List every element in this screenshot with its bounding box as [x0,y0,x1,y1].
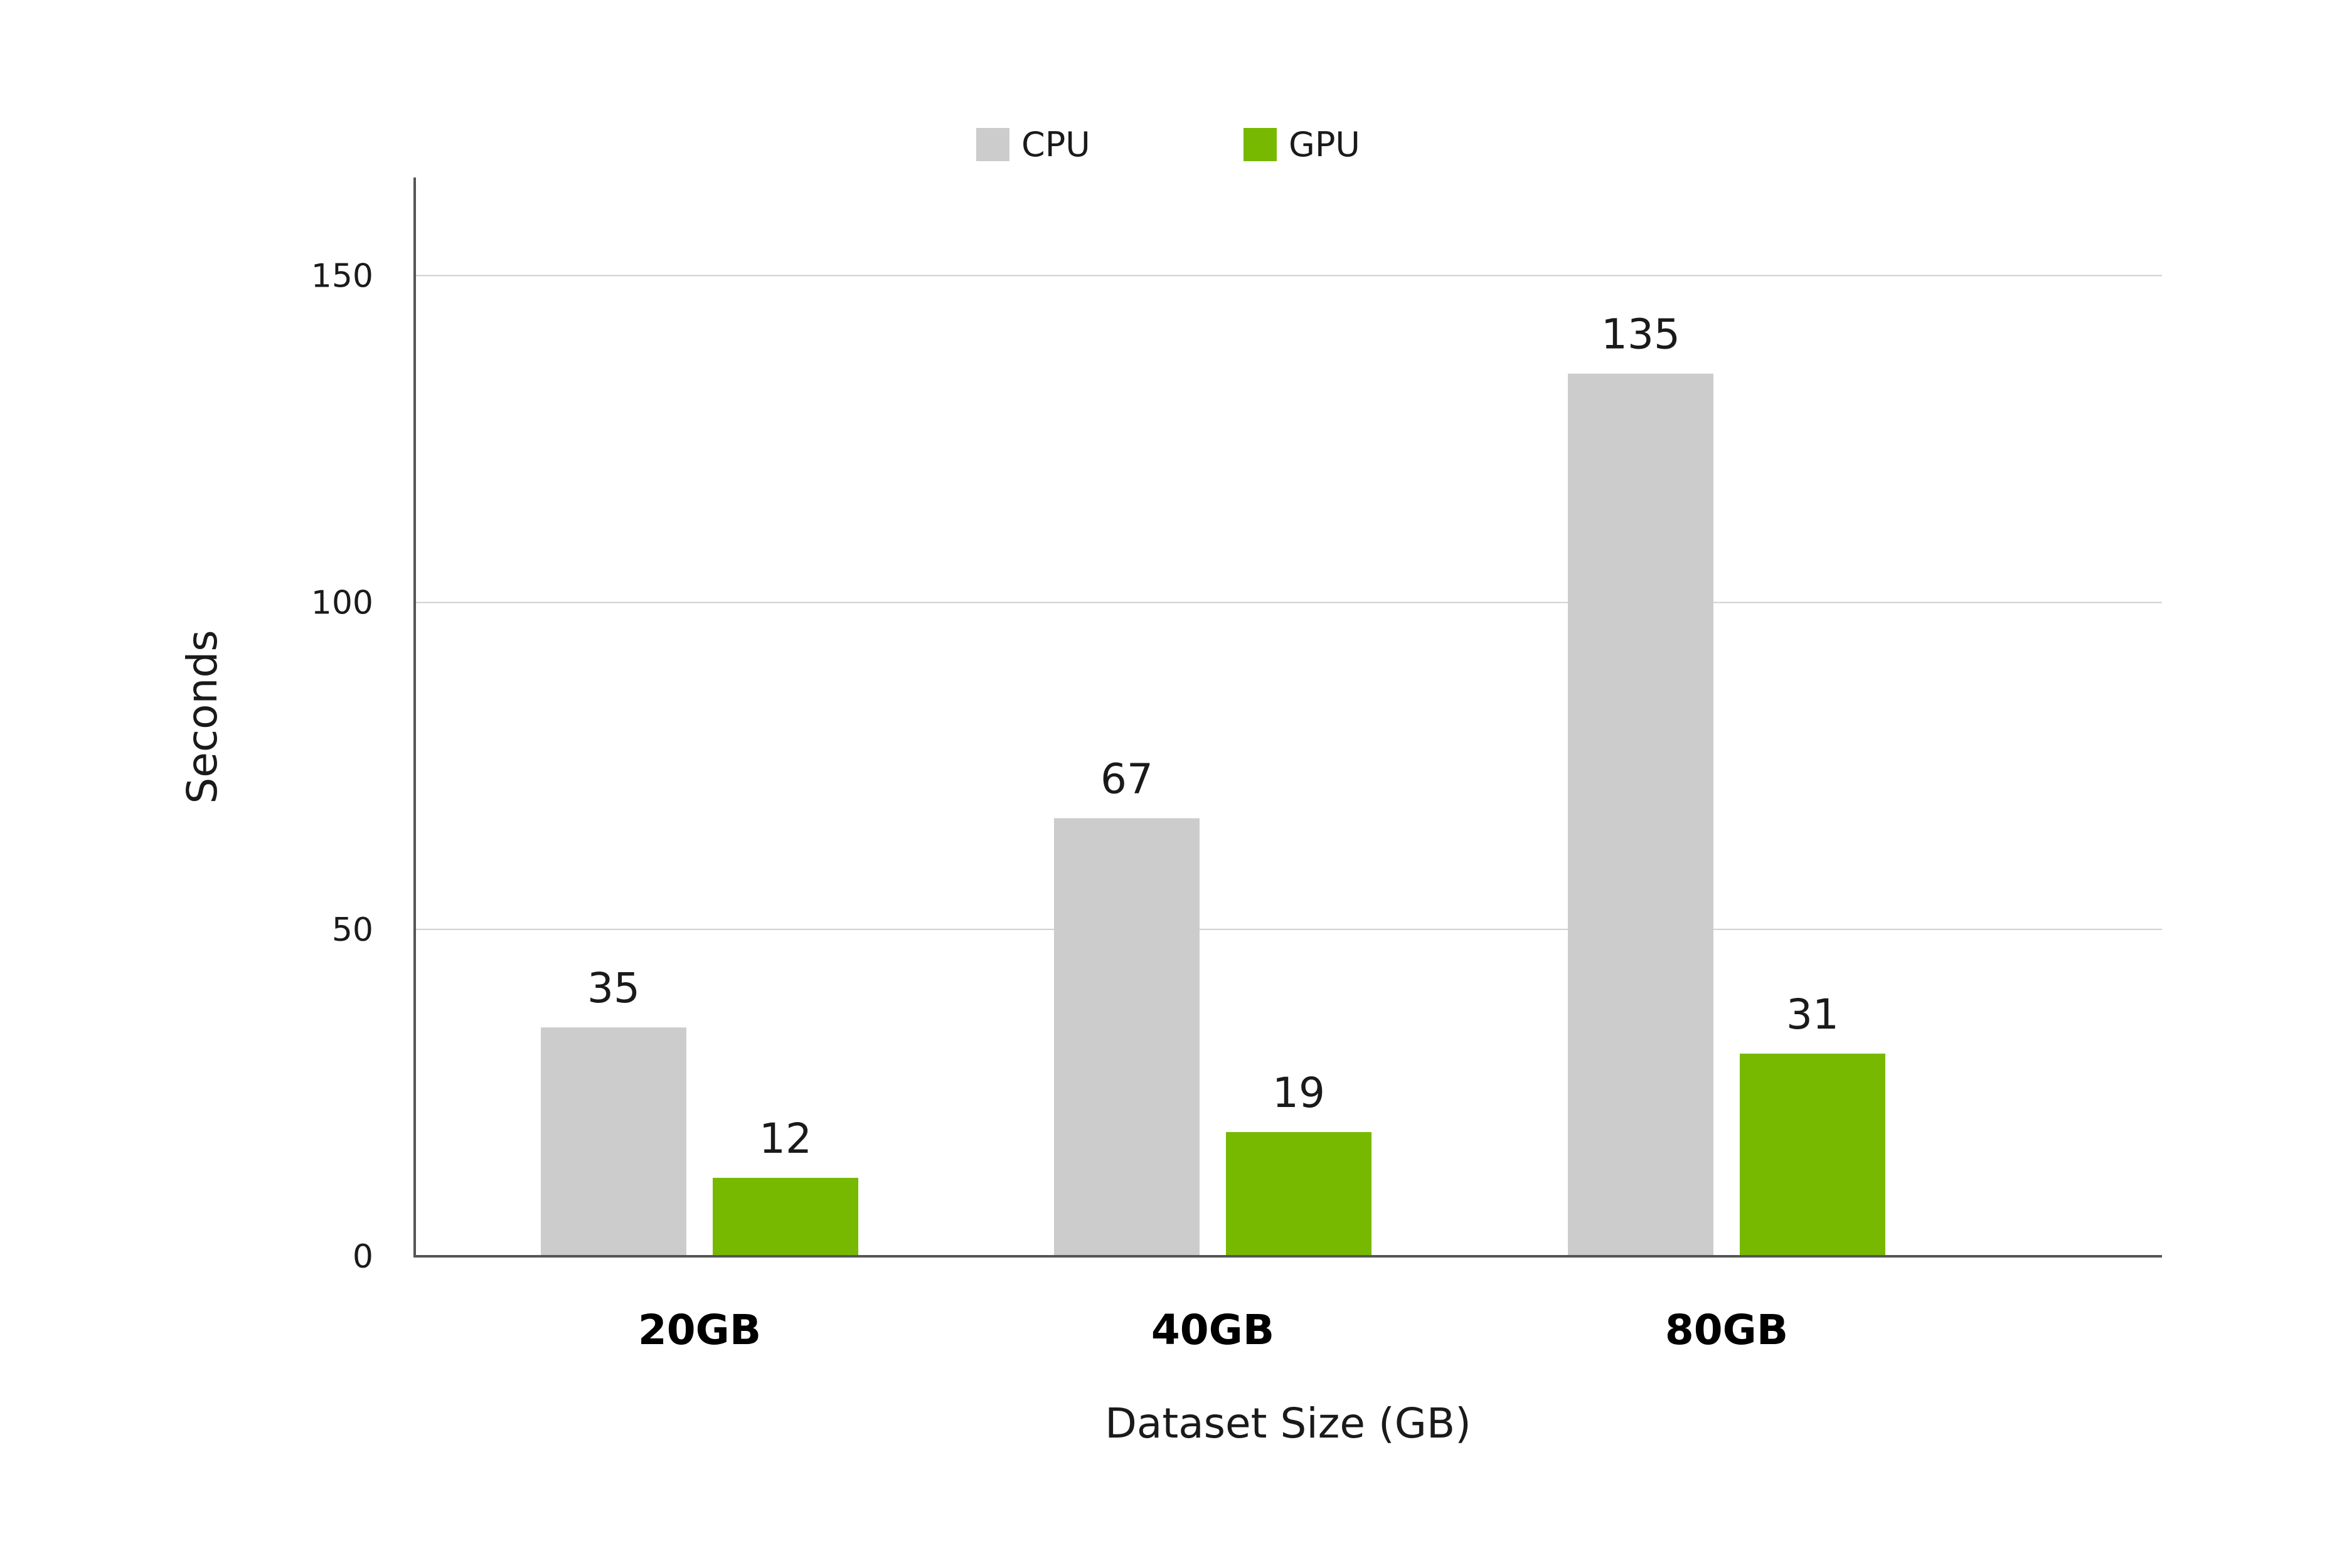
x-category-label: 80GB [1665,1306,1788,1354]
y-tick-label: 0 [353,1238,373,1276]
labels: 0 50 100 150 35 12 20GB 67 19 40GB 135 31 80GB Datase… [178,257,1839,1448]
legend-swatch-gpu [1243,128,1277,161]
axes [413,177,2162,1258]
legend: CPU GPU [976,125,1360,164]
y-axis-title: Seconds [178,630,226,803]
gridlines [415,275,2162,930]
bar-cpu-80gb [1568,373,1713,1256]
legend-swatch-cpu [976,128,1009,161]
x-category-label: 40GB [1151,1306,1274,1354]
bar-cpu-20gb [541,1027,686,1256]
data-label: 12 [759,1115,812,1163]
y-tick-label: 100 [311,585,373,622]
x-category-label: 20GB [638,1306,761,1354]
bar-gpu-80gb [1740,1053,1885,1256]
x-axis-title: Dataset Size (GB) [1105,1399,1471,1448]
y-tick-label: 50 [332,911,373,949]
data-label: 19 [1272,1069,1325,1117]
bar-cpu-40gb [1054,818,1200,1256]
bar-gpu-20gb [713,1177,858,1256]
data-label: 67 [1100,755,1153,803]
data-label: 35 [587,964,640,1012]
data-label: 31 [1786,990,1839,1039]
legend-label-gpu: GPU [1289,125,1360,164]
bars [541,373,1885,1256]
data-label: 135 [1601,310,1680,359]
bar-gpu-40gb [1226,1131,1371,1256]
legend-label-cpu: CPU [1021,125,1090,164]
y-tick-label: 150 [311,257,373,295]
